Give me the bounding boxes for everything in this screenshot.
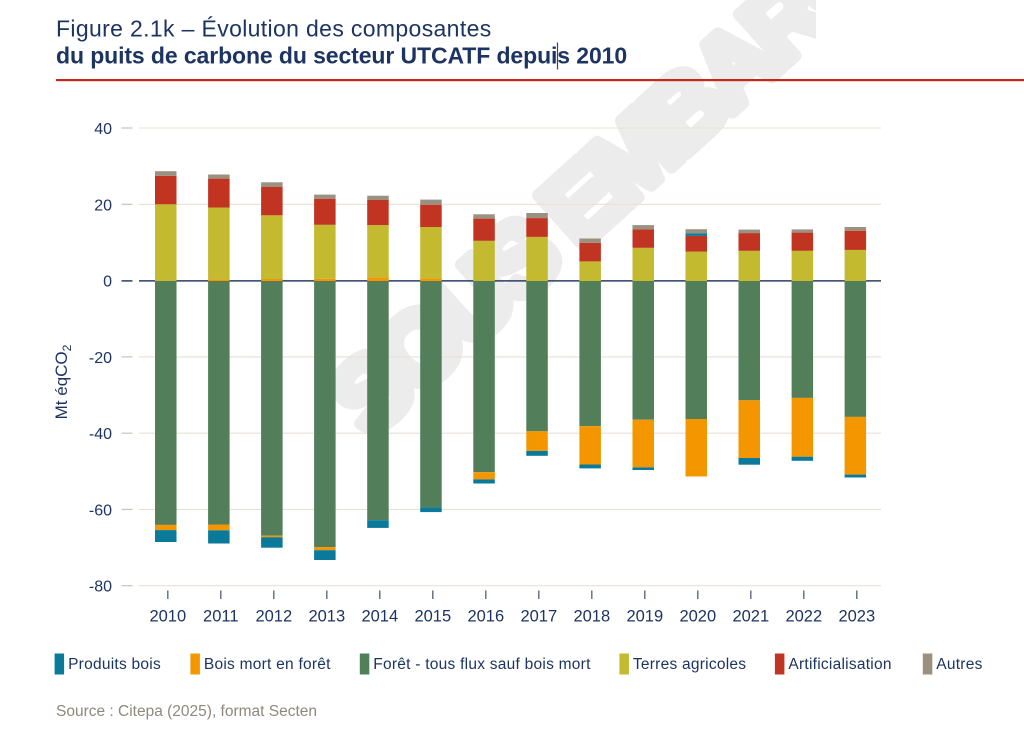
svg-text:2020: 2020 bbox=[679, 608, 716, 626]
svg-text:20: 20 bbox=[94, 197, 112, 214]
svg-text:40: 40 bbox=[94, 121, 112, 138]
svg-text:Figure 2.1k – Évolution des co: Figure 2.1k – Évolution des composantes bbox=[56, 16, 492, 42]
svg-text:-60: -60 bbox=[89, 502, 112, 519]
svg-text:Source : Citepa (2025), format: Source : Citepa (2025), format Secten bbox=[56, 703, 317, 720]
svg-text:2011: 2011 bbox=[203, 608, 238, 626]
svg-text:2017: 2017 bbox=[520, 608, 557, 626]
svg-text:2019: 2019 bbox=[626, 608, 663, 626]
svg-text:2015: 2015 bbox=[414, 608, 451, 626]
svg-text:0: 0 bbox=[103, 274, 112, 291]
svg-text:2013: 2013 bbox=[308, 608, 345, 626]
svg-text:2022: 2022 bbox=[785, 608, 822, 626]
svg-text:2023: 2023 bbox=[838, 608, 875, 626]
svg-text:2016: 2016 bbox=[467, 608, 504, 626]
svg-text:Bois mort en forêt: Bois mort en forêt bbox=[204, 656, 331, 673]
svg-text:2010: 2010 bbox=[149, 608, 186, 626]
svg-text:Autres: Autres bbox=[936, 656, 982, 673]
svg-text:2012: 2012 bbox=[255, 608, 292, 626]
svg-text:Produits bois: Produits bois bbox=[68, 656, 161, 673]
svg-text:2014: 2014 bbox=[361, 608, 398, 626]
svg-text:Terres agricoles: Terres agricoles bbox=[633, 656, 746, 673]
svg-text:Forêt - tous flux sauf bois mo: Forêt - tous flux sauf bois mort bbox=[373, 656, 591, 673]
svg-text:-40: -40 bbox=[89, 426, 112, 443]
svg-text:-80: -80 bbox=[89, 579, 112, 596]
svg-text:-20: -20 bbox=[89, 350, 112, 367]
svg-text:du puits de carbone du secteur: du puits de carbone du secteur UTCATF de… bbox=[56, 43, 627, 69]
svg-text:2021: 2021 bbox=[732, 608, 769, 626]
svg-text:2018: 2018 bbox=[573, 608, 610, 626]
svg-text:Artificialisation: Artificialisation bbox=[788, 656, 891, 673]
svg-text:Mt éqCO2: Mt éqCO2 bbox=[52, 344, 74, 419]
